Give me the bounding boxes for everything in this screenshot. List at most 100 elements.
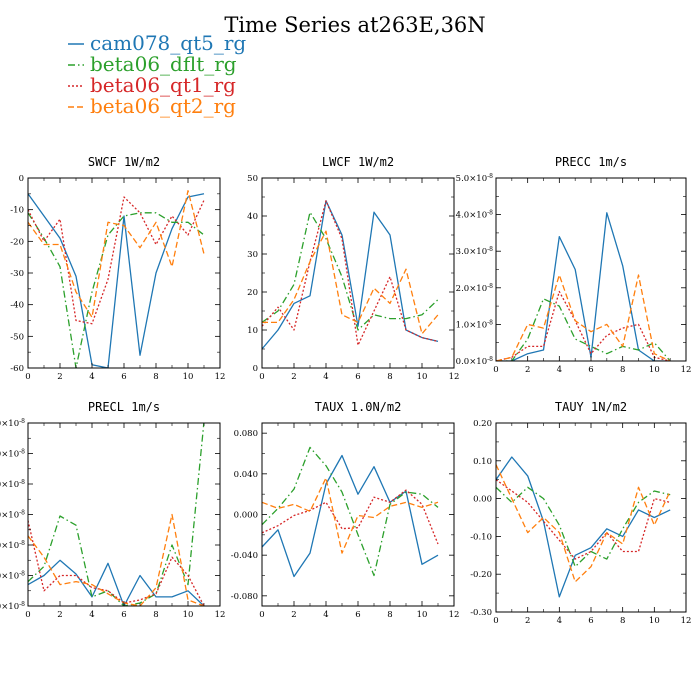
x-tick-label: 8 — [153, 610, 158, 620]
series-line-3 — [496, 479, 671, 560]
series-line-2 — [262, 446, 439, 577]
x-tick-label: 10 — [417, 372, 428, 382]
y-tick-label: 1.0×10-8 — [456, 319, 493, 330]
series-line-1 — [28, 193, 205, 368]
y-tick-label: -40 — [10, 301, 24, 311]
plot-frame — [495, 177, 687, 362]
series-line-2 — [28, 423, 205, 606]
series-line-4 — [262, 230, 439, 335]
series-line-2 — [496, 298, 671, 361]
x-tick-label: 4 — [323, 372, 328, 382]
y-tick-label: -10 — [10, 206, 24, 216]
x-tick-label: 10 — [183, 372, 194, 382]
y-tick-label: -30 — [10, 269, 24, 279]
x-tick-label: 12 — [215, 610, 226, 620]
x-tick-label: 6 — [121, 372, 126, 382]
plot-frame — [495, 422, 687, 613]
y-tick-label: 0 — [19, 174, 24, 184]
series-line-3 — [28, 196, 205, 325]
series-line-4 — [496, 274, 671, 361]
x-tick-label: 0 — [259, 610, 264, 620]
x-tick-label: 2 — [291, 372, 296, 382]
y-tick-label: -60 — [10, 364, 24, 374]
y-tick-label: 0.000 — [234, 511, 258, 521]
x-tick-label: 2 — [57, 610, 62, 620]
y-tick-label: 0 — [253, 364, 258, 374]
series-line-1 — [262, 200, 439, 350]
x-tick-label: 12 — [681, 616, 692, 626]
panel-title: PRECL 1m/s — [88, 400, 160, 414]
y-tick-label: -0.10 — [470, 532, 492, 542]
y-tick-label: -20 — [10, 237, 24, 247]
x-tick-label: 8 — [620, 616, 625, 626]
y-tick-label: 10 — [247, 326, 258, 336]
panel-title: SWCF 1W/m2 — [88, 155, 160, 169]
panel-4: PRECL 1m/s 0 2 4 6 8 10 12 0.0×10-8 1.0×10-8 2.0×1… — [0, 400, 225, 620]
y-tick-label: 30 — [247, 250, 258, 260]
y-tick-label: 0.0×10-8 — [456, 356, 493, 367]
y-tick-label: 50 — [247, 174, 258, 184]
panel-title: TAUY 1N/m2 — [555, 400, 627, 414]
x-tick-label: 4 — [557, 616, 562, 626]
x-tick-label: 12 — [449, 610, 460, 620]
series-line-3 — [262, 200, 439, 346]
x-tick-label: 0 — [493, 616, 498, 626]
y-tick-label: 1.0×10-8 — [0, 571, 25, 582]
series-line-4 — [28, 513, 205, 606]
figure-title: Time Series at263E,36N — [224, 13, 485, 37]
x-tick-label: 8 — [153, 372, 158, 382]
legend-label-4: beta06_qt2_rg — [90, 94, 236, 118]
panel-3: PRECC 1m/s 0 2 4 6 8 10 12 0.0×10-8 1.0×10-8 2.0×1… — [456, 155, 692, 375]
series-line-1 — [496, 212, 671, 361]
panel-title: LWCF 1W/m2 — [322, 155, 394, 169]
x-tick-label: 2 — [525, 616, 530, 626]
x-tick-label: 10 — [183, 610, 194, 620]
x-tick-label: 10 — [649, 616, 660, 626]
y-tick-label: 20 — [247, 288, 258, 298]
x-tick-label: 4 — [89, 372, 94, 382]
y-tick-label: 0.040 — [234, 470, 258, 480]
x-tick-label: 0 — [25, 610, 30, 620]
x-tick-label: 6 — [588, 365, 593, 375]
series-line-3 — [28, 520, 205, 606]
x-tick-label: 2 — [291, 610, 296, 620]
series-line-1 — [496, 456, 671, 598]
y-tick-label: 0.10 — [473, 457, 492, 467]
y-tick-label: 4.0×10-8 — [456, 210, 493, 221]
x-tick-label: 12 — [449, 372, 460, 382]
y-tick-label: 5.0×10-8 — [0, 449, 25, 460]
legend: cam078_qt5_rgbeta06_dflt_rgbeta06_qt1_rg… — [68, 31, 246, 118]
series-line-3 — [496, 290, 671, 361]
y-tick-label: 4.0×10-8 — [0, 479, 25, 490]
x-tick-label: 0 — [259, 372, 264, 382]
series-line-2 — [262, 211, 439, 331]
series-line-3 — [262, 489, 439, 545]
panel-5: TAUX 1.0N/m2 0 2 4 6 8 10 12 -0.080 -0.040 0.000 0.… — [231, 400, 460, 620]
legend-label-1: cam078_qt5_rg — [90, 31, 246, 55]
y-tick-label: -0.30 — [470, 608, 492, 618]
x-tick-label: 8 — [387, 372, 392, 382]
legend-label-3: beta06_qt1_rg — [90, 73, 236, 97]
x-tick-label: 12 — [681, 365, 692, 375]
series-line-2 — [28, 212, 205, 368]
y-tick-label: 0.20 — [473, 419, 492, 429]
y-tick-label: 2.0×10-8 — [0, 540, 25, 551]
y-tick-label: -50 — [10, 332, 24, 342]
y-tick-label: 40 — [247, 212, 258, 222]
x-tick-label: 6 — [355, 610, 360, 620]
x-tick-label: 4 — [323, 610, 328, 620]
legend-label-2: beta06_dflt_rg — [90, 52, 237, 76]
x-tick-label: 6 — [121, 610, 126, 620]
plot-frame — [261, 177, 455, 369]
panel-title: TAUX 1.0N/m2 — [315, 400, 402, 414]
x-tick-label: 10 — [649, 365, 660, 375]
panel-6: TAUY 1N/m2 0 2 4 6 8 10 12 -0.30 -0.20 -0.10 0.00 0.… — [470, 400, 691, 626]
y-tick-label: 0.0×10-8 — [0, 601, 25, 612]
x-tick-label: 8 — [620, 365, 625, 375]
y-tick-label: -0.080 — [231, 592, 258, 602]
plot-frame — [261, 422, 455, 607]
y-tick-label: -0.040 — [231, 551, 258, 561]
y-tick-label: 0.080 — [234, 429, 258, 439]
x-tick-label: 6 — [355, 372, 360, 382]
series-line-2 — [496, 486, 671, 568]
